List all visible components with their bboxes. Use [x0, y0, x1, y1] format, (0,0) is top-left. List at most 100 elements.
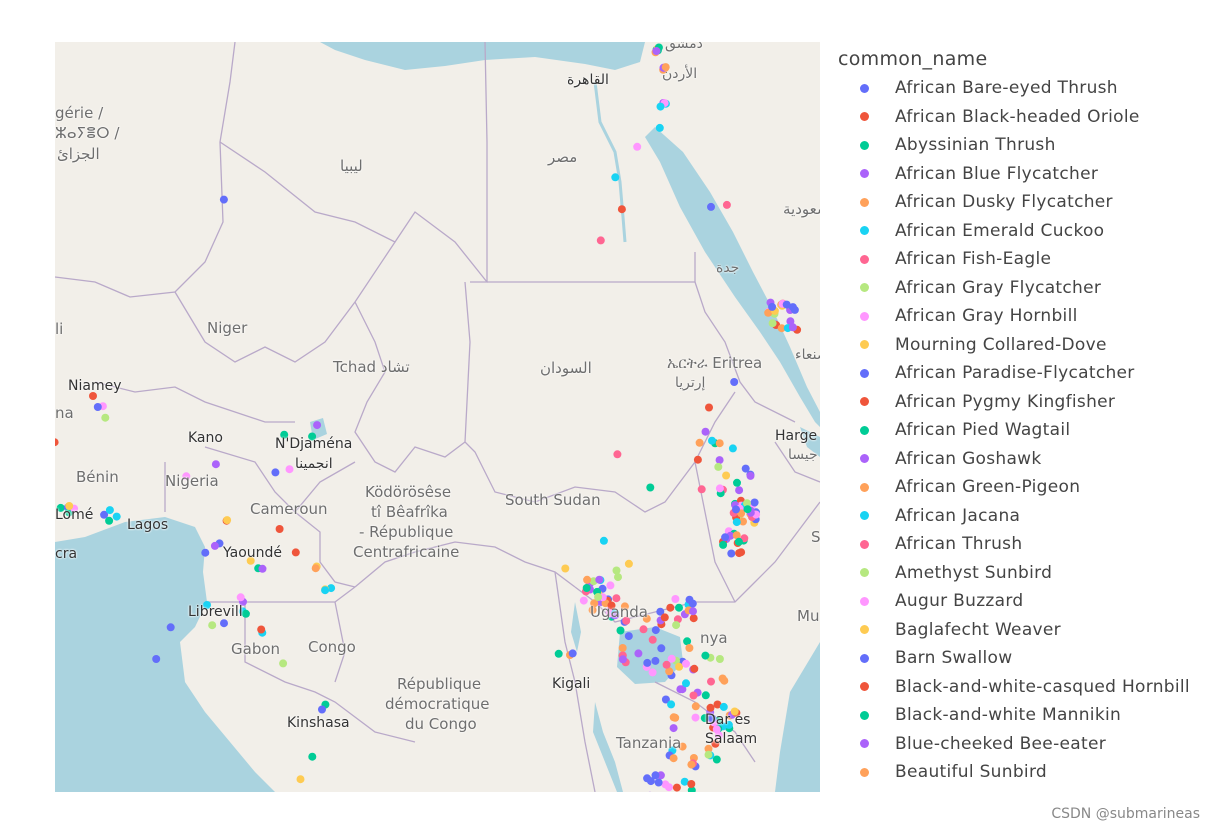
- observation-marker[interactable]: [582, 584, 591, 592]
- observation-marker[interactable]: [711, 739, 720, 748]
- observation-marker[interactable]: [732, 518, 741, 527]
- observation-marker[interactable]: [715, 484, 724, 493]
- legend-item[interactable]: Barn Swallow: [838, 644, 1190, 673]
- legend-item[interactable]: African Dusky Flycatcher: [838, 188, 1190, 217]
- observation-marker[interactable]: [639, 625, 648, 634]
- observation-marker[interactable]: [661, 780, 670, 789]
- observation-marker[interactable]: [667, 700, 676, 709]
- observation-marker[interactable]: [607, 601, 616, 610]
- observation-marker[interactable]: [743, 505, 752, 514]
- observation-marker[interactable]: [722, 471, 731, 480]
- observation-marker[interactable]: [682, 679, 690, 688]
- observation-marker[interactable]: [724, 720, 733, 729]
- observation-marker[interactable]: [715, 456, 724, 465]
- observation-marker[interactable]: [308, 432, 317, 441]
- observation-marker[interactable]: [588, 606, 597, 615]
- observation-marker[interactable]: [707, 202, 715, 211]
- observation-marker[interactable]: [701, 651, 710, 660]
- legend-item[interactable]: African Thrush: [838, 530, 1190, 559]
- observation-marker[interactable]: [713, 700, 722, 709]
- observation-marker[interactable]: [220, 619, 228, 628]
- observation-marker[interactable]: [279, 659, 288, 668]
- observation-marker[interactable]: [210, 541, 219, 550]
- observation-marker[interactable]: [643, 658, 652, 667]
- observation-marker[interactable]: [219, 195, 228, 204]
- observation-marker[interactable]: [675, 662, 684, 671]
- observation-marker[interactable]: [719, 540, 728, 549]
- observation-marker[interactable]: [666, 603, 675, 612]
- legend-item[interactable]: African Bare-eyed Thrush: [838, 74, 1190, 103]
- observation-marker[interactable]: [708, 714, 717, 723]
- legend-item[interactable]: African Goshawk: [838, 445, 1190, 474]
- observation-marker[interactable]: [706, 703, 715, 712]
- observation-marker[interactable]: [152, 655, 161, 663]
- observation-marker[interactable]: [651, 626, 660, 635]
- observation-marker[interactable]: [646, 777, 655, 786]
- observation-marker[interactable]: [311, 564, 320, 573]
- observation-marker[interactable]: [701, 427, 710, 436]
- observation-marker[interactable]: [579, 596, 588, 605]
- observation-marker[interactable]: [720, 676, 729, 685]
- observation-marker[interactable]: [676, 685, 685, 694]
- observation-marker[interactable]: [733, 478, 741, 487]
- observation-marker[interactable]: [606, 581, 615, 590]
- observation-marker[interactable]: [735, 486, 744, 495]
- observation-marker[interactable]: [732, 531, 741, 540]
- observation-marker[interactable]: [697, 485, 706, 494]
- observation-marker[interactable]: [695, 438, 704, 447]
- observation-marker[interactable]: [732, 505, 740, 514]
- observation-marker[interactable]: [657, 644, 666, 653]
- observation-marker[interactable]: [280, 430, 289, 439]
- observation-marker[interactable]: [595, 575, 604, 584]
- observation-marker[interactable]: [735, 549, 744, 558]
- observation-marker[interactable]: [620, 602, 629, 611]
- legend-item[interactable]: African Green-Pigeon: [838, 473, 1190, 502]
- legend-item[interactable]: African Pied Wagtail: [838, 416, 1190, 445]
- observation-marker[interactable]: [616, 626, 625, 635]
- legend-item[interactable]: Mourning Collared-Dove: [838, 331, 1190, 360]
- observation-marker[interactable]: [750, 498, 759, 507]
- observation-marker[interactable]: [714, 462, 723, 471]
- observation-marker[interactable]: [656, 607, 665, 616]
- observation-marker[interactable]: [656, 102, 665, 111]
- observation-marker[interactable]: [715, 439, 724, 448]
- observation-marker[interactable]: [662, 660, 671, 669]
- legend-item[interactable]: Black-and-white-casqued Hornbill: [838, 673, 1190, 702]
- observation-marker[interactable]: [211, 460, 220, 469]
- observation-marker[interactable]: [712, 725, 721, 734]
- observation-marker[interactable]: [241, 609, 250, 618]
- observation-marker[interactable]: [764, 308, 773, 317]
- observation-marker[interactable]: [687, 760, 696, 769]
- legend-item[interactable]: Augur Buzzard: [838, 587, 1190, 616]
- observation-marker[interactable]: [690, 664, 699, 673]
- observation-marker[interactable]: [693, 455, 702, 464]
- observation-marker[interactable]: [734, 537, 743, 546]
- observation-marker[interactable]: [669, 724, 678, 733]
- observation-marker[interactable]: [671, 595, 680, 603]
- observation-marker[interactable]: [105, 516, 114, 525]
- observation-marker[interactable]: [313, 421, 322, 430]
- observation-marker[interactable]: [788, 303, 797, 312]
- observation-marker[interactable]: [93, 403, 102, 411]
- legend-item[interactable]: Baglafecht Weaver: [838, 616, 1190, 645]
- observation-marker[interactable]: [672, 621, 681, 630]
- observation-marker[interactable]: [743, 499, 751, 508]
- observation-marker[interactable]: [624, 632, 633, 641]
- observation-marker[interactable]: [667, 654, 676, 663]
- observation-marker[interactable]: [618, 655, 627, 664]
- observation-marker[interactable]: [296, 775, 305, 784]
- observation-marker[interactable]: [655, 123, 664, 132]
- observation-marker[interactable]: [682, 659, 690, 668]
- observation-marker[interactable]: [112, 512, 121, 521]
- legend-item[interactable]: Amethyst Sunbird: [838, 559, 1190, 588]
- observation-marker[interactable]: [707, 677, 715, 686]
- observation-marker[interactable]: [596, 236, 605, 245]
- observation-marker[interactable]: [642, 614, 651, 623]
- observation-marker[interactable]: [652, 47, 661, 55]
- observation-marker[interactable]: [685, 595, 694, 604]
- observation-marker[interactable]: [685, 644, 694, 652]
- observation-marker[interactable]: [258, 564, 267, 573]
- observation-marker[interactable]: [634, 649, 643, 658]
- observation-marker[interactable]: [285, 465, 294, 474]
- observation-marker[interactable]: [700, 714, 709, 723]
